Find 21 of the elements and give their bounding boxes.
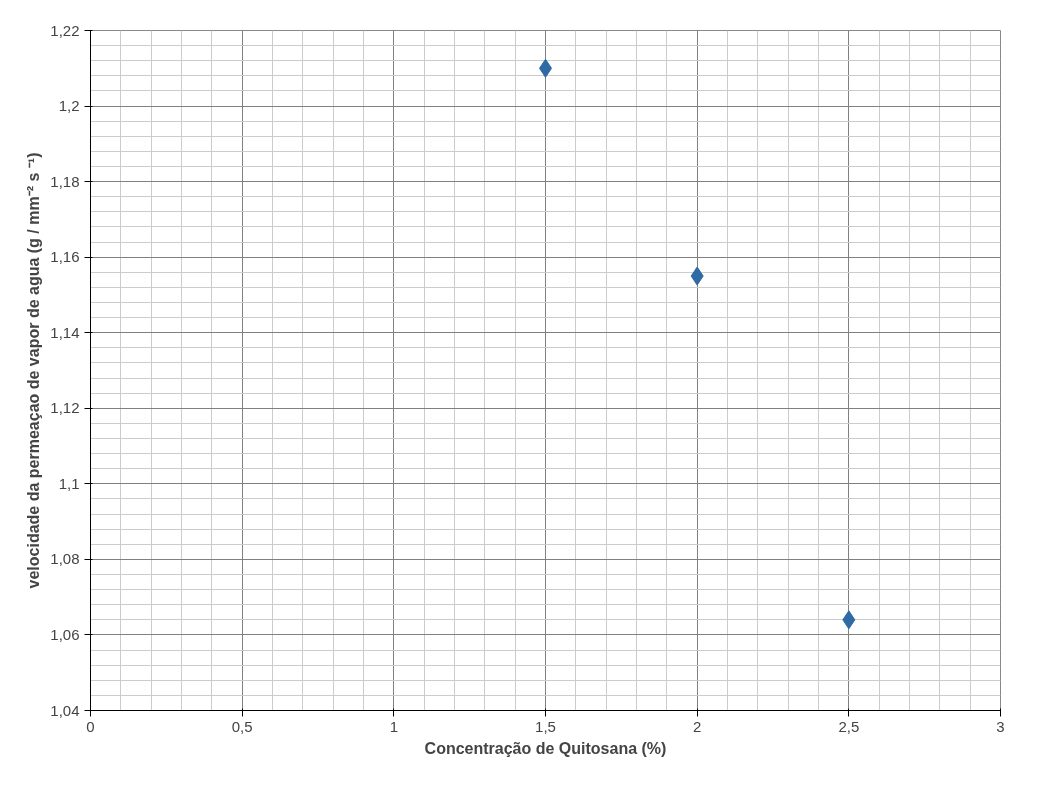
x-tick-label: 1,5 xyxy=(535,717,556,735)
y-tick-label: 1,16 xyxy=(50,248,80,266)
x-tick-label: 2,5 xyxy=(838,717,860,735)
point xyxy=(842,610,856,630)
y-tick-label: 1,22 xyxy=(50,21,80,39)
y-tick-label: 1,14 xyxy=(50,323,80,341)
x-axis-title: Concentração de Quitosana (%) xyxy=(424,739,667,757)
y-axis-title: velocidade da permeaçao de vapor de agua (g / mm⁻² s ⁻¹) xyxy=(25,152,43,589)
x-tick-label: 2 xyxy=(693,717,702,735)
x-tick-label: 0,5 xyxy=(231,717,253,735)
y-tick-label: 1,18 xyxy=(50,172,80,190)
y-tick-label: 1,1 xyxy=(58,474,80,492)
y-tick-label: 1,06 xyxy=(50,625,80,643)
point xyxy=(690,266,704,286)
y-tick-label: 1,08 xyxy=(50,550,80,568)
x-tick-label: 0 xyxy=(86,717,95,735)
x-tick-label: 3 xyxy=(996,717,1005,735)
y-tick-label: 1,04 xyxy=(50,701,80,719)
y-tick-label: 1,12 xyxy=(50,399,80,417)
x-tick-label: 1 xyxy=(389,717,399,735)
y-tick-label: 1,2 xyxy=(58,97,80,115)
